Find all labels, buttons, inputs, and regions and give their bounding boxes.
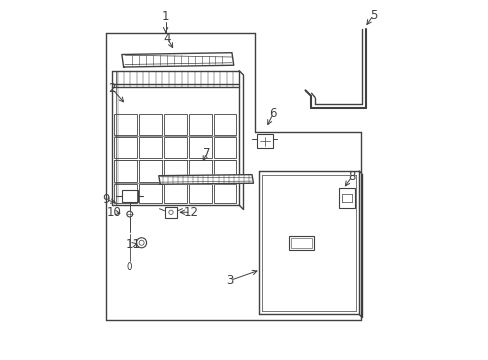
Bar — [291, 238, 312, 248]
Bar — [164, 207, 177, 218]
Text: 1: 1 — [162, 10, 169, 23]
Text: 2: 2 — [108, 82, 115, 95]
Bar — [139, 160, 162, 182]
Bar — [188, 184, 212, 203]
Text: 8: 8 — [347, 170, 355, 183]
Text: 4: 4 — [163, 32, 171, 45]
Bar — [139, 114, 162, 135]
Bar — [214, 184, 236, 203]
Bar — [214, 160, 236, 182]
Bar — [163, 160, 187, 182]
Bar — [289, 235, 314, 250]
Bar — [338, 188, 354, 208]
Bar — [163, 114, 187, 135]
Text: 5: 5 — [369, 9, 377, 22]
Bar — [139, 137, 162, 158]
Text: 7: 7 — [203, 147, 210, 159]
Text: 10: 10 — [107, 206, 122, 219]
Text: 12: 12 — [183, 206, 198, 219]
Text: 11: 11 — [125, 238, 141, 251]
Bar — [163, 137, 187, 158]
Text: 3: 3 — [226, 274, 233, 287]
Bar — [214, 137, 236, 158]
Bar — [113, 114, 137, 135]
Polygon shape — [159, 175, 253, 184]
Bar — [113, 160, 137, 182]
Text: 6: 6 — [269, 107, 276, 120]
Bar — [113, 184, 137, 203]
Bar — [257, 134, 272, 148]
Bar — [214, 114, 236, 135]
Bar — [122, 190, 137, 202]
Polygon shape — [122, 53, 233, 67]
Bar — [188, 160, 212, 182]
Bar — [139, 184, 162, 203]
Bar — [188, 137, 212, 158]
Bar — [113, 137, 137, 158]
Bar — [188, 114, 212, 135]
Text: 9: 9 — [102, 193, 109, 206]
Bar — [163, 184, 187, 203]
